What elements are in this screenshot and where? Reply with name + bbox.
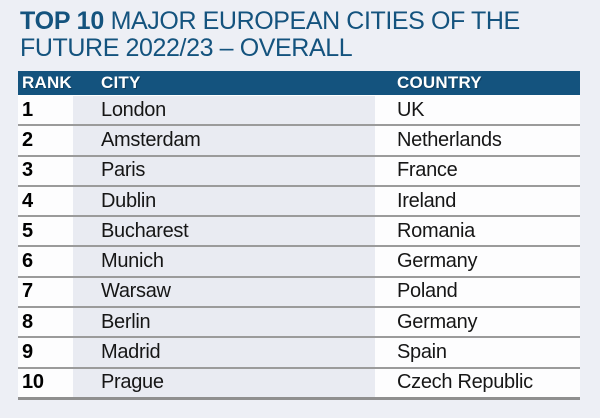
ranking-table: RANK CITY COUNTRY 1 London UK 2 Amsterdam Net… <box>18 71 580 400</box>
rank-cell: 3 <box>18 156 73 185</box>
table-header-row: RANK CITY COUNTRY <box>18 71 580 96</box>
table-row: 5 Bucharest Romania <box>18 217 580 248</box>
city-cell: Munich <box>73 247 375 276</box>
page-title: TOP 10 MAJOR EUROPEAN CITIES OF THE FUTU… <box>20 8 586 62</box>
rank-cell: 2 <box>18 126 73 155</box>
rank-cell: 10 <box>18 368 73 397</box>
rank-cell: 7 <box>18 277 73 307</box>
column-header-city: CITY <box>101 73 141 92</box>
rank-cell: 6 <box>18 247 73 276</box>
page-title-bold: TOP 10 <box>20 7 105 35</box>
table-row: 8 Berlin Germany <box>18 308 580 339</box>
table-row: 4 Dublin Ireland <box>18 186 580 218</box>
city-cell: Prague <box>73 368 375 397</box>
column-header-country: COUNTRY <box>397 73 482 92</box>
table-row: 9 Madrid Spain <box>18 338 580 369</box>
table-row: 3 Paris France <box>18 156 580 187</box>
table-row: 7 Warsaw Poland <box>18 277 580 309</box>
country-cell: Ireland <box>375 186 580 216</box>
table-row: 6 Munich Germany <box>18 247 580 278</box>
table-row: 10 Prague Czech Republic <box>18 368 580 400</box>
country-cell: Romania <box>375 217 580 246</box>
rank-cell: 9 <box>18 338 73 367</box>
page-title-line1: TOP 10 MAJOR EUROPEAN CITIES OF THE <box>20 8 586 35</box>
country-cell: France <box>375 156 580 185</box>
country-cell: Poland <box>375 277 580 307</box>
table-row: 1 London UK <box>18 96 580 127</box>
city-cell: Bucharest <box>73 217 375 246</box>
page-title-line1-rest: MAJOR EUROPEAN CITIES OF THE <box>110 7 521 35</box>
table-row: 2 Amsterdam Netherlands <box>18 126 580 157</box>
country-cell: Germany <box>375 247 580 276</box>
country-cell: Czech Republic <box>375 368 580 397</box>
country-cell: Spain <box>375 338 580 367</box>
rank-cell: 5 <box>18 217 73 246</box>
page-title-line2: FUTURE 2022/23 – OVERALL <box>20 34 353 62</box>
table-body: 1 London UK 2 Amsterdam Netherlands 3 Paris Fran… <box>18 96 580 400</box>
city-cell: London <box>73 96 375 125</box>
city-cell: Warsaw <box>73 277 375 307</box>
country-cell: Netherlands <box>375 126 580 155</box>
rank-cell: 8 <box>18 308 73 337</box>
rank-cell: 4 <box>18 186 73 216</box>
city-cell: Madrid <box>73 338 375 367</box>
city-cell: Paris <box>73 156 375 185</box>
city-cell: Amsterdam <box>73 126 375 155</box>
rank-cell: 1 <box>18 96 73 125</box>
column-header-rank: RANK <box>22 73 72 92</box>
country-cell: Germany <box>375 308 580 337</box>
city-cell: Berlin <box>73 308 375 337</box>
city-cell: Dublin <box>73 186 375 216</box>
country-cell: UK <box>375 96 580 125</box>
